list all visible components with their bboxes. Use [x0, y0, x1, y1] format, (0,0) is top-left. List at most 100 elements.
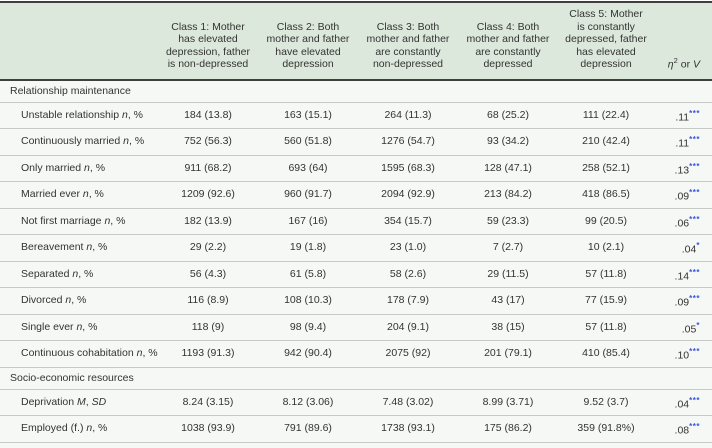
table-row: Employed (f.) n, % 1038 (93.9) 791 (89.6) 1…	[0, 416, 712, 442]
section-row: Socio-economic resources	[0, 367, 712, 389]
cell-value: 791 (89.6)	[284, 422, 332, 435]
stat-value: .02***	[654, 442, 712, 448]
column-header-class-2: Class 2: Both mother and father have ele…	[258, 2, 358, 80]
cell-value: 942 (90.4)	[284, 347, 332, 360]
cell-value: 19.72 (4.33)	[458, 442, 558, 448]
row-label: Bereavement n, %	[21, 241, 108, 254]
cell-value: 38 (15)	[491, 320, 525, 333]
cell-value: 201 (79.1)	[484, 347, 532, 360]
table-row: Single ever n, % 118 (9) 98 (9.4) 204 (9.1)…	[0, 314, 712, 341]
cell-value: 8.24 (3.15)	[182, 395, 234, 408]
stat-value: .06***	[674, 214, 700, 230]
cell-value: 7.48 (3.02)	[382, 395, 434, 408]
table-row: Divorced n, % 116 (8.9) 108 (10.3) 178 (7.9…	[0, 288, 712, 314]
stat-value: .04*	[681, 241, 700, 256]
cell-value: 21.16 (4.2)	[258, 442, 358, 448]
cell-value: 20.12 (3.98)	[558, 442, 654, 448]
section-label: Relationship maintenance	[10, 84, 131, 97]
cell-value: 57 (11.8)	[585, 267, 627, 280]
cell-value: 59 (23.3)	[486, 214, 530, 227]
cell-value: 1193 (91.3)	[181, 347, 235, 360]
table-row: Bereavement n, % 29 (2.2) 19 (1.8) 23 (1.0)…	[0, 235, 712, 261]
cell-value: 1209 (92.6)	[181, 188, 235, 201]
table-row: Separated n, % 56 (4.3) 61 (5.8) 58 (2.6) 29…	[0, 261, 712, 288]
significance-stars: *	[696, 320, 700, 330]
stat-value: .14***	[674, 267, 700, 283]
stat-value: .09***	[674, 188, 700, 203]
cell-value: 21.75 (3.91)	[358, 442, 458, 448]
cell-value: 354 (15.7)	[384, 214, 432, 227]
table-row: Continuous cohabitation n, % 1193 (91.3) 9…	[0, 341, 712, 367]
header-empty-cell	[0, 2, 158, 80]
table-row: Unstable relationship n, % 184 (13.8) 163 …	[0, 102, 712, 129]
cell-value: 178 (7.9)	[386, 294, 430, 307]
cell-value: 29 (11.5)	[487, 267, 529, 280]
cell-value: 163 (15.1)	[284, 108, 332, 121]
row-label: Deprivation M, SD	[21, 395, 107, 408]
cell-value: 1038 (93.9)	[181, 422, 235, 435]
section-label: Socio-economic resources	[10, 371, 134, 384]
significance-stars: ***	[689, 108, 700, 118]
significance-stars: *	[696, 241, 700, 250]
cell-value: 29 (2.2)	[189, 241, 227, 254]
row-label: Unstable relationship n, %	[21, 108, 143, 121]
cell-value: 182 (13.9)	[184, 214, 232, 227]
cell-value: 560 (51.8)	[284, 135, 332, 148]
stat-header-or: or	[677, 58, 693, 70]
stat-value: .10***	[674, 347, 700, 362]
section-row: Relationship maintenance	[0, 80, 712, 102]
cell-value: 213 (84.2)	[484, 188, 532, 201]
stat-value: .05*	[681, 320, 700, 336]
significance-stars: ***	[689, 135, 700, 144]
eta-symbol: η	[667, 58, 674, 70]
cell-value: 61 (5.8)	[289, 267, 327, 280]
significance-stars: ***	[689, 395, 700, 405]
cell-value: 1595 (68.3)	[381, 161, 435, 174]
cell-value: 93 (34.2)	[486, 135, 530, 148]
stat-value: .11***	[675, 108, 700, 124]
cell-value: 98 (9.4)	[289, 320, 327, 333]
stat-value: .04***	[674, 395, 700, 411]
significance-stars: ***	[689, 422, 700, 431]
cell-value: 7 (2.7)	[492, 241, 524, 254]
column-header-class-1: Class 1: Mother has elevated depression,…	[158, 2, 258, 80]
cell-value: 2075 (92)	[385, 347, 431, 360]
cell-value: 264 (11.3)	[384, 108, 432, 121]
cell-value: 359 (91.8%)	[577, 422, 635, 435]
significance-stars: ***	[689, 214, 700, 224]
stat-value: .11***	[675, 135, 700, 150]
cell-value: 77 (15.9)	[584, 294, 628, 307]
cell-value: 410 (85.4)	[582, 347, 630, 360]
stat-value: .09***	[674, 294, 700, 309]
cell-value: 99 (20.5)	[584, 214, 628, 227]
cell-value: 116 (8.9)	[187, 294, 229, 307]
cell-value: 1738 (93.1)	[381, 422, 435, 435]
cell-value: 111 (22.4)	[582, 108, 630, 121]
table-row: Only married n, % 911 (68.2) 693 (64) 1595 …	[0, 155, 712, 182]
v-symbol: V	[692, 58, 700, 70]
cell-value: 10 (2.1)	[587, 241, 625, 254]
cell-value: 418 (86.5)	[582, 188, 630, 201]
row-label: Only married n, %	[21, 161, 106, 174]
stat-value: .13***	[674, 161, 700, 177]
significance-stars: ***	[689, 161, 700, 171]
table-row: Deprivation M, SD 8.24 (3.15) 8.12 (3.06) 7…	[0, 389, 712, 416]
row-label: Continuous cohabitation n, %	[21, 347, 158, 360]
cell-value: 8.99 (3.71)	[482, 395, 534, 408]
table-row: Not first marriage n, % 182 (13.9) 167 (16…	[0, 208, 712, 235]
cell-value: 1276 (54.7)	[381, 135, 435, 148]
significance-stars: ***	[689, 267, 700, 277]
cell-value: 2094 (92.9)	[381, 188, 435, 201]
cell-value: 68 (25.2)	[486, 108, 530, 121]
cell-value: 9.52 (3.7)	[583, 395, 629, 408]
row-label: Separated n, %	[21, 267, 94, 280]
column-header-class-4: Class 4: Both mother and father are cons…	[458, 2, 558, 80]
cell-value: 118 (9)	[191, 320, 225, 333]
cell-value: 8.12 (3.06)	[282, 395, 334, 408]
cell-value: 960 (91.7)	[284, 188, 332, 201]
cell-value: 210 (42.4)	[582, 135, 630, 148]
cell-value: 108 (10.3)	[284, 294, 332, 307]
eta-exponent: 2	[673, 55, 678, 65]
